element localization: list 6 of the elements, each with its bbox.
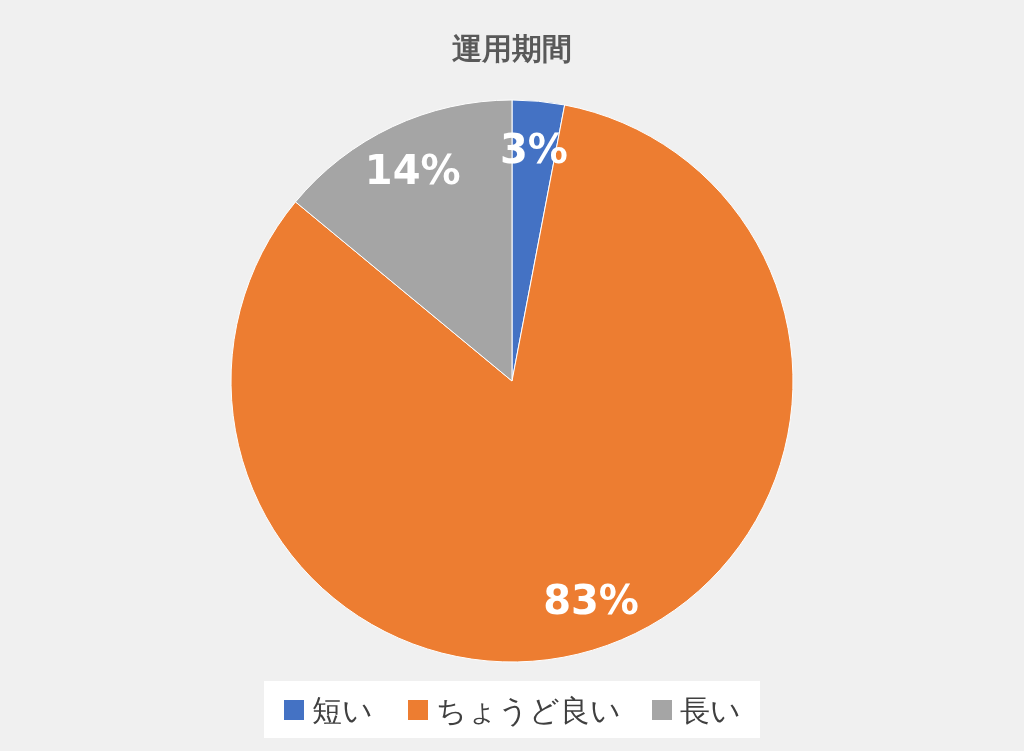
legend-label: ちょうど良い [436, 692, 621, 728]
chart-title: 運用期間 [452, 30, 572, 66]
legend-label: 長い [680, 692, 741, 728]
data-label: 83% [543, 577, 639, 624]
legend-label: 短い [312, 692, 373, 728]
data-label: 14% [364, 146, 461, 193]
